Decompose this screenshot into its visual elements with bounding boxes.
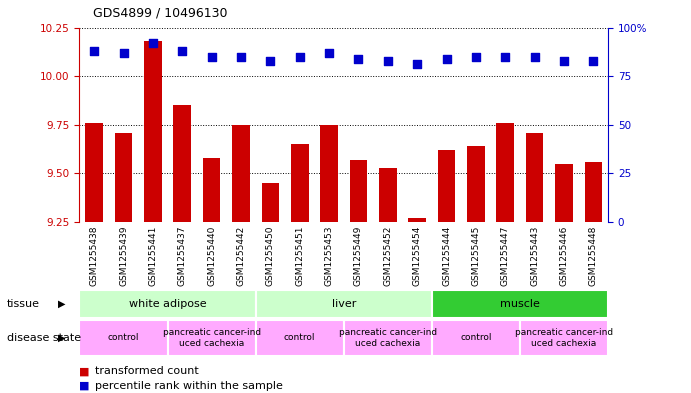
Point: [236, 53, 247, 60]
Bar: [256, 320, 343, 356]
Bar: [432, 320, 520, 356]
Bar: [144, 41, 162, 222]
Text: GSM1255452: GSM1255452: [384, 226, 392, 286]
Point: [118, 50, 129, 56]
Point: [471, 53, 482, 60]
Text: white adipose: white adipose: [129, 299, 207, 309]
Point: [323, 50, 334, 56]
Point: [558, 57, 569, 64]
Point: [147, 40, 158, 46]
Text: liver: liver: [332, 299, 356, 309]
Bar: [379, 167, 397, 222]
Bar: [232, 125, 249, 222]
Bar: [115, 132, 132, 222]
Text: pancreatic cancer-ind
uced cachexia: pancreatic cancer-ind uced cachexia: [339, 328, 437, 348]
Text: pancreatic cancer-ind
uced cachexia: pancreatic cancer-ind uced cachexia: [515, 328, 613, 348]
Point: [177, 48, 188, 54]
Bar: [585, 162, 602, 222]
Bar: [291, 144, 308, 222]
Text: GSM1255444: GSM1255444: [442, 226, 451, 286]
Text: GSM1255448: GSM1255448: [589, 226, 598, 286]
Text: control: control: [460, 334, 492, 342]
Text: GSM1255449: GSM1255449: [354, 226, 363, 286]
Bar: [350, 160, 367, 222]
Text: muscle: muscle: [500, 299, 540, 309]
Text: GSM1255453: GSM1255453: [325, 226, 334, 286]
Text: transformed count: transformed count: [95, 366, 198, 376]
Text: GSM1255454: GSM1255454: [413, 226, 422, 286]
Bar: [520, 320, 608, 356]
Text: GSM1255451: GSM1255451: [295, 226, 304, 286]
Text: GSM1255447: GSM1255447: [501, 226, 510, 286]
Bar: [555, 163, 573, 222]
Bar: [437, 150, 455, 222]
Text: GSM1255440: GSM1255440: [207, 226, 216, 286]
Point: [529, 53, 540, 60]
Bar: [261, 183, 279, 222]
Text: GSM1255445: GSM1255445: [471, 226, 480, 286]
Bar: [167, 320, 256, 356]
Text: tissue: tissue: [7, 299, 40, 309]
Point: [441, 55, 452, 62]
Point: [382, 57, 393, 64]
Text: GSM1255450: GSM1255450: [266, 226, 275, 286]
Text: GSM1255441: GSM1255441: [149, 226, 158, 286]
Text: GSM1255442: GSM1255442: [236, 226, 245, 286]
Bar: [173, 105, 191, 222]
Text: control: control: [284, 334, 316, 342]
Point: [294, 53, 305, 60]
Point: [353, 55, 364, 62]
Text: ▶: ▶: [59, 333, 66, 343]
Bar: [526, 132, 543, 222]
Text: ▶: ▶: [59, 299, 66, 309]
Text: control: control: [108, 334, 140, 342]
Bar: [432, 290, 608, 318]
Bar: [467, 146, 484, 222]
Bar: [85, 123, 103, 222]
Text: GSM1255443: GSM1255443: [530, 226, 539, 286]
Point: [265, 57, 276, 64]
Point: [206, 53, 217, 60]
Text: GSM1255439: GSM1255439: [119, 226, 128, 286]
Text: GSM1255438: GSM1255438: [90, 226, 99, 286]
Bar: [79, 320, 167, 356]
Text: ■: ■: [79, 366, 90, 376]
Text: GSM1255446: GSM1255446: [560, 226, 569, 286]
Bar: [320, 125, 338, 222]
Text: disease state: disease state: [7, 333, 81, 343]
Point: [500, 53, 511, 60]
Text: GSM1255437: GSM1255437: [178, 226, 187, 286]
Point: [588, 57, 599, 64]
Bar: [344, 320, 432, 356]
Bar: [408, 218, 426, 222]
Text: pancreatic cancer-ind
uced cachexia: pancreatic cancer-ind uced cachexia: [162, 328, 261, 348]
Text: percentile rank within the sample: percentile rank within the sample: [95, 381, 283, 391]
Point: [88, 48, 100, 54]
Text: ■: ■: [79, 381, 90, 391]
Bar: [496, 123, 514, 222]
Text: GDS4899 / 10496130: GDS4899 / 10496130: [93, 7, 228, 20]
Point: [412, 61, 423, 68]
Bar: [256, 290, 432, 318]
Bar: [79, 290, 256, 318]
Bar: [202, 158, 220, 222]
